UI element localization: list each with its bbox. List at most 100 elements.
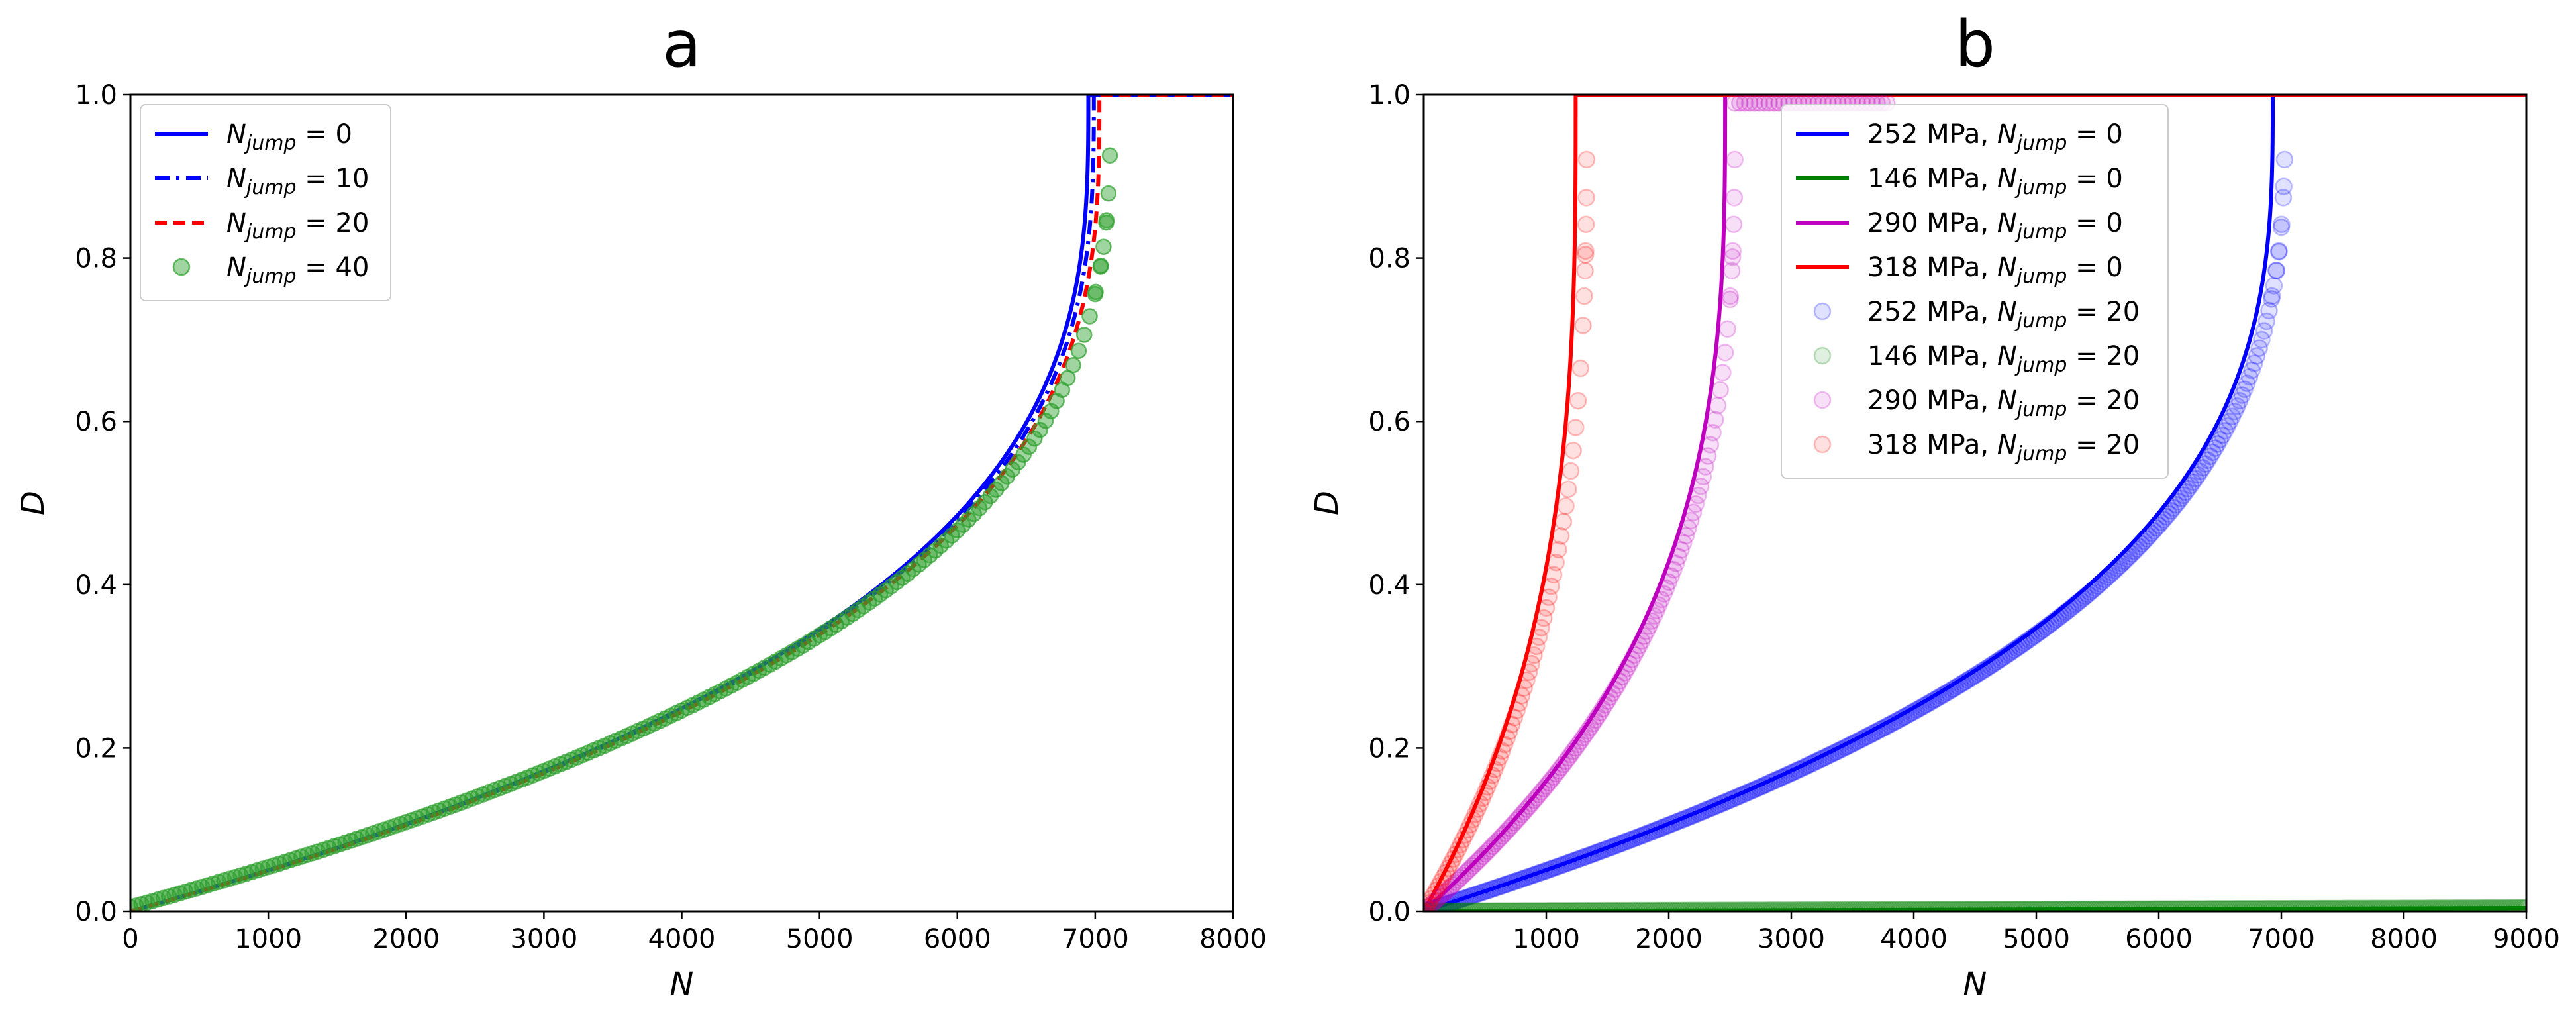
data-point: [1880, 901, 1899, 911]
data-point: [1589, 707, 1607, 725]
data-point: [1912, 698, 1930, 717]
data-point: [2044, 900, 2063, 911]
data-point: [1861, 901, 1879, 911]
data-point: [1652, 590, 1671, 609]
data-point: [2199, 451, 2217, 470]
data-point: [2010, 901, 2028, 911]
data-point: [1910, 901, 1928, 911]
data-point: [1890, 901, 1908, 911]
data-point: [2380, 899, 2399, 911]
data-point: [2512, 899, 2526, 911]
data-point: [1903, 901, 1920, 911]
data-point: [1449, 840, 1467, 858]
data-point: [2194, 900, 2212, 911]
data-point: [1508, 811, 1526, 829]
data-point: [1746, 780, 1763, 799]
data-point: [1424, 899, 1443, 911]
data-point: [1623, 650, 1641, 668]
data-point: [1893, 709, 1910, 727]
data-point: [1544, 566, 1563, 583]
data-point: [2344, 899, 2361, 911]
panel-a-legend: Njump = 0 Njump = 10 Njump = 20 Njump = 40: [140, 104, 391, 301]
data-point: [1505, 814, 1524, 832]
data-point: [2008, 901, 2026, 911]
data-point: [1564, 441, 1582, 460]
data-point: [1642, 612, 1661, 630]
data-point: [1512, 870, 1531, 888]
data-point: [1981, 901, 1999, 911]
data-point: [1463, 811, 1482, 829]
data-point: [2246, 354, 2263, 372]
data-point: [1535, 780, 1553, 798]
data-point: [1459, 888, 1477, 906]
data-point: [1691, 477, 1710, 495]
data-point: [1560, 854, 1577, 872]
data-point: [1557, 752, 1575, 770]
data-point: [1826, 901, 1844, 911]
data-point: [1574, 848, 1592, 867]
data-point: [2267, 262, 2285, 279]
data-point: [1756, 901, 1773, 911]
data-point: [1650, 820, 1668, 838]
data-point: [1846, 901, 1864, 911]
x-tick-label: 3000: [510, 924, 577, 954]
data-point: [1537, 862, 1556, 880]
data-point: [2108, 900, 2126, 911]
data-point: [1508, 701, 1526, 719]
y-tick-label: 0.8: [75, 244, 117, 274]
data-point: [2059, 900, 2077, 911]
data-point: [2393, 899, 2410, 911]
data-point: [1424, 898, 1438, 911]
data-point: [2103, 900, 2121, 911]
data-point: [2050, 900, 2067, 911]
data-point: [2189, 900, 2207, 911]
panel-b: b 1000 2000 3000 4000 5000 6000 7000 8000 9000 0…: [1309, 7, 2560, 1003]
data-point: [1954, 901, 1972, 911]
data-point: [1758, 775, 1776, 793]
data-point: [2106, 900, 2124, 911]
panel-b-legend: 252 MPa, Njump = 0 146 MPa, Njump = 0 290 …: [1781, 104, 2169, 479]
data-point: [1552, 527, 1570, 545]
data-point: [1917, 695, 1935, 714]
data-point: [1873, 901, 1891, 911]
data-point: [1491, 829, 1509, 848]
legend-marker: [172, 258, 191, 276]
data-point: [2223, 407, 2242, 426]
data-point: [1863, 901, 1881, 911]
x-tick-label: 7000: [2248, 924, 2315, 954]
data-point: [1905, 703, 1923, 721]
data-point: [2074, 589, 2092, 607]
data-point: [2461, 899, 2479, 911]
data-point: [2390, 899, 2408, 911]
data-point: [2226, 402, 2244, 421]
data-point: [2123, 545, 2141, 563]
data-point: [1682, 807, 1700, 825]
data-point: [2262, 899, 2281, 911]
data-point: [1782, 901, 1801, 911]
data-point: [1728, 788, 1746, 806]
data-point: [1697, 801, 1714, 819]
data-point: [2270, 242, 2288, 260]
legend-box: [1781, 104, 2169, 479]
data-point: [2057, 900, 2075, 911]
data-point: [2240, 368, 2259, 386]
data-point: [1655, 585, 1673, 603]
data-point: [1875, 901, 1893, 911]
data-point: [2304, 899, 2322, 911]
data-point: [2498, 899, 2516, 911]
data-point: [2169, 493, 2187, 511]
data-point: [1569, 850, 1587, 868]
data-point: [1669, 812, 1688, 831]
data-point: [1542, 860, 1560, 878]
data-point: [1645, 822, 1663, 840]
data-point: [2270, 242, 2288, 261]
data-point: [2463, 899, 2481, 911]
data-point: [1026, 430, 1043, 447]
data-point: [1498, 822, 1516, 840]
data-point: [2040, 900, 2057, 911]
data-point: [1520, 868, 1538, 886]
series-b-6: [1424, 95, 1896, 911]
data-point: [1092, 258, 1109, 275]
y-tick-label: 1.0: [75, 80, 117, 111]
data-point: [1532, 619, 1550, 637]
